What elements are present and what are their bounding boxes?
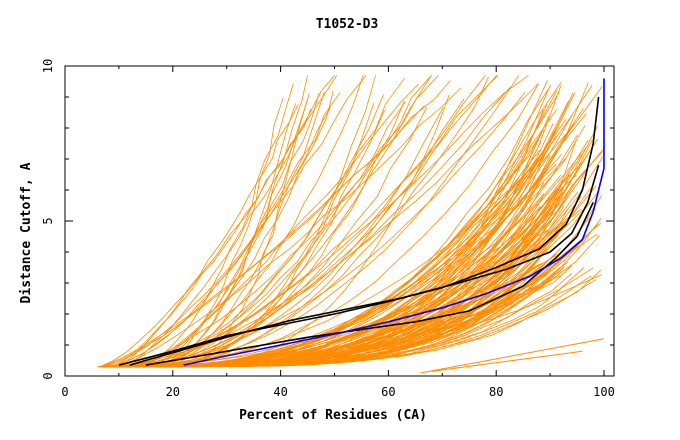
model-curve <box>160 75 432 368</box>
model-curve <box>431 350 583 372</box>
y-tick-label: 10 <box>41 59 55 73</box>
model-curve <box>99 75 338 368</box>
model-curve <box>97 75 432 368</box>
series-line-0 <box>118 96 600 366</box>
highlighted-series <box>118 78 605 366</box>
model-curve <box>168 83 539 368</box>
x-tick-label: 100 <box>593 385 615 399</box>
model-curve <box>117 104 299 368</box>
model-curve <box>151 75 376 368</box>
model-curve <box>127 75 499 368</box>
series-line-1 <box>129 164 600 366</box>
y-tick-label: 5 <box>41 217 55 224</box>
model-curve <box>149 97 284 368</box>
model-curve <box>105 92 341 368</box>
x-axis-ticks: 0 20 40 60 80 100 <box>61 66 615 399</box>
model-curve <box>122 115 572 368</box>
model-curve <box>104 208 582 368</box>
x-tick-label: 40 <box>273 385 287 399</box>
model-curve <box>154 78 405 368</box>
x-axis-label: Percent of Residues (CA) <box>239 408 427 423</box>
model-curve <box>102 75 367 368</box>
x-tick-label: 0 <box>61 385 68 399</box>
model-curve <box>120 75 336 368</box>
x-tick-label: 20 <box>166 385 180 399</box>
model-curve <box>141 248 547 368</box>
background-model-curves <box>97 74 605 374</box>
y-axis-label: Distance Cutoff, A <box>19 162 34 303</box>
model-curve <box>154 174 562 368</box>
model-curve <box>175 91 560 368</box>
model-curve <box>141 82 589 368</box>
series-line-2 <box>145 202 594 366</box>
y-axis-ticks: 0 5 10 <box>41 59 614 380</box>
model-curve <box>111 75 439 368</box>
model-curve <box>117 87 462 368</box>
model-curve <box>147 257 551 368</box>
model-curve <box>142 83 419 368</box>
x-tick-label: 60 <box>381 385 395 399</box>
model-curve <box>420 338 605 374</box>
model-curve <box>114 75 520 368</box>
model-curve <box>100 80 451 368</box>
chart-title: T1052-D3 <box>316 17 379 32</box>
model-curve <box>134 83 294 368</box>
series-line-3 <box>183 78 605 366</box>
x-tick-label: 80 <box>489 385 503 399</box>
model-curve <box>130 75 486 368</box>
y-tick-label: 0 <box>41 372 55 379</box>
model-curve <box>113 108 312 368</box>
model-curve <box>109 153 563 368</box>
model-curve <box>102 105 425 368</box>
model-curve <box>100 87 511 368</box>
model-curve <box>142 156 568 368</box>
